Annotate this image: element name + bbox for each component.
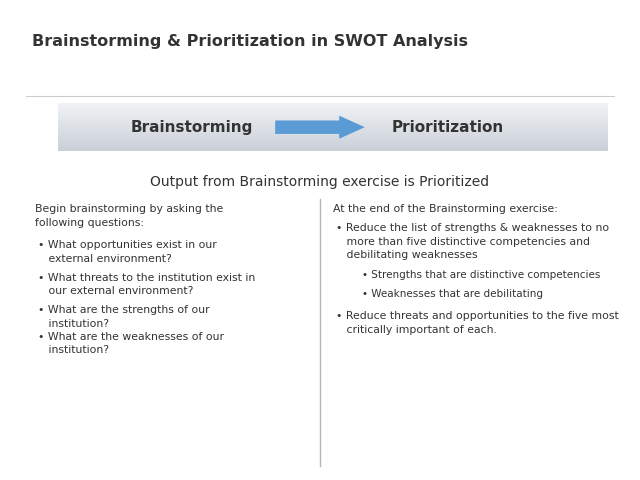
Bar (58, 133, 608, 134)
Bar (58, 131, 608, 132)
Text: Begin brainstorming by asking the
following questions:: Begin brainstorming by asking the follow… (35, 204, 223, 228)
Bar (58, 104, 608, 106)
Bar (58, 148, 608, 150)
Bar (58, 105, 608, 107)
Bar (58, 120, 608, 121)
Bar (58, 144, 608, 145)
Bar (58, 108, 608, 109)
Bar (58, 115, 608, 116)
Text: • What opportunities exist in our
   external environment?: • What opportunities exist in our extern… (38, 240, 217, 264)
Polygon shape (275, 116, 365, 139)
Bar (58, 150, 608, 151)
Text: At the end of the Brainstorming exercise:: At the end of the Brainstorming exercise… (333, 204, 557, 214)
Bar (58, 107, 608, 108)
Bar (58, 134, 608, 135)
Bar (58, 109, 608, 110)
Bar (58, 136, 608, 138)
Bar (58, 141, 608, 143)
Text: Prioritization: Prioritization (392, 120, 504, 135)
Bar (58, 103, 608, 104)
Text: Output from Brainstorming exercise is Prioritized: Output from Brainstorming exercise is Pr… (150, 175, 490, 189)
Bar (58, 126, 608, 127)
Bar (58, 112, 608, 114)
Bar (58, 117, 608, 119)
Bar (58, 132, 608, 133)
Bar (58, 122, 608, 123)
Bar (58, 127, 608, 128)
Bar (58, 140, 608, 142)
Bar (58, 145, 608, 146)
Text: Brainstorming & Prioritization in SWOT Analysis: Brainstorming & Prioritization in SWOT A… (32, 34, 468, 48)
Bar (58, 142, 608, 144)
Bar (58, 121, 608, 122)
Bar (58, 146, 608, 148)
Bar (58, 128, 608, 130)
Text: • Weaknesses that are debilitating: • Weaknesses that are debilitating (362, 289, 543, 300)
Bar (58, 123, 608, 125)
Text: • What are the strengths of our
   institution?: • What are the strengths of our institut… (38, 305, 210, 329)
Text: • Strengths that are distinctive competencies: • Strengths that are distinctive compete… (362, 270, 600, 280)
Bar (58, 114, 608, 115)
Bar (58, 129, 608, 131)
Text: Brainstorming: Brainstorming (131, 120, 253, 135)
Text: • What threats to the institution exist in
   our external environment?: • What threats to the institution exist … (38, 273, 255, 296)
Text: • Reduce the list of strengths & weaknesses to no
   more than five distinctive : • Reduce the list of strengths & weaknes… (336, 223, 609, 261)
Text: • Reduce threats and opportunities to the five most
   critically important of e: • Reduce threats and opportunities to th… (336, 311, 619, 335)
Bar (58, 110, 608, 111)
Bar (58, 139, 608, 140)
Bar (58, 138, 608, 139)
Text: • What are the weaknesses of our
   institution?: • What are the weaknesses of our institu… (38, 332, 225, 355)
Bar (58, 116, 608, 118)
Bar (58, 147, 608, 149)
Bar (58, 119, 608, 120)
Bar (58, 111, 608, 113)
Bar (58, 124, 608, 126)
Bar (58, 135, 608, 137)
